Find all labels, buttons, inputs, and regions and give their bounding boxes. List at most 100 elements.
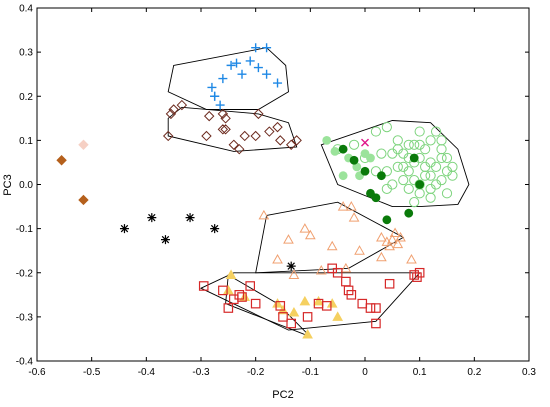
diamond-marker [291, 135, 302, 146]
square-marker [409, 270, 419, 280]
circle-marker [425, 170, 436, 181]
circle-marker [381, 166, 392, 177]
diamond-marker [217, 124, 229, 135]
square-marker [332, 267, 343, 278]
triangle-marker [395, 231, 406, 242]
plus-marker [215, 100, 225, 110]
diamond-marker [239, 130, 250, 142]
circle-marker [430, 161, 442, 172]
diamond-marker [165, 108, 177, 120]
circle-marker [420, 161, 431, 172]
diamond-marker [56, 155, 67, 166]
circle-marker [377, 171, 386, 181]
cluster-hull [255, 201, 405, 274]
circle-marker [403, 166, 414, 177]
asterisk-marker [210, 224, 220, 234]
circle-marker [371, 193, 381, 203]
asterisk-marker [160, 235, 170, 245]
circle-marker [349, 155, 359, 165]
circle-marker [352, 162, 362, 172]
circle-marker [409, 197, 420, 208]
circle-marker [338, 171, 348, 181]
y-tick-label: -0.4 [16, 357, 34, 368]
circle-marker [436, 144, 447, 155]
circle-marker [360, 166, 370, 176]
data-points [56, 43, 458, 339]
circle-marker [404, 208, 414, 218]
circle-marker [409, 139, 420, 150]
triangle-marker [299, 223, 311, 233]
circle-marker [425, 192, 436, 203]
diamond-marker [275, 135, 286, 146]
triangle-marker [304, 229, 316, 240]
plus-marker [237, 69, 247, 79]
y-tick-label: -0.2 [16, 268, 34, 279]
plus-marker [251, 43, 261, 53]
circle-marker [403, 139, 414, 150]
circle-marker [366, 153, 375, 163]
triangle-marker [272, 253, 283, 264]
circle-marker [447, 161, 458, 172]
square-marker [234, 290, 245, 300]
square-marker [237, 292, 247, 302]
square-marker [286, 318, 296, 329]
circle-marker [436, 135, 447, 146]
x-tick-label: 0.2 [467, 367, 481, 378]
y-tick-label: 0.0 [19, 180, 33, 191]
x-tick-label: -0.3 [192, 367, 210, 378]
asterisk-marker [147, 213, 157, 223]
x-tick-label: -0.5 [83, 367, 101, 378]
square-marker [223, 303, 234, 313]
x-axis-label: PC2 [272, 389, 293, 401]
triangle-marker [326, 298, 338, 308]
diamond-marker [272, 121, 283, 133]
circle-marker [376, 148, 387, 159]
square-marker [341, 276, 351, 287]
diamond-marker [201, 130, 212, 142]
square-marker [371, 318, 381, 329]
plus-marker [218, 74, 228, 84]
triangle-marker [332, 311, 344, 321]
circle-marker [338, 144, 348, 154]
square-marker [302, 312, 313, 322]
triangle-marker [389, 227, 401, 238]
circle-marker [414, 179, 425, 190]
square-marker [371, 303, 381, 313]
diamond-marker [253, 108, 264, 120]
square-marker [275, 301, 286, 311]
triangle-marker [326, 240, 338, 251]
triangle-marker [354, 245, 365, 255]
y-axis-label: PC3 [2, 174, 14, 195]
triangle-marker [288, 306, 300, 317]
circle-marker [430, 126, 442, 137]
diamond-marker [220, 124, 231, 135]
x-tick-label: -0.1 [302, 367, 320, 378]
diamond-marker [78, 139, 89, 150]
diamond-marker [264, 126, 275, 137]
cluster-hull [320, 120, 470, 208]
triangle-marker [313, 295, 324, 306]
circle-marker [381, 122, 392, 133]
circle-marker [414, 139, 425, 150]
circle-marker [382, 215, 392, 225]
circle-marker [330, 147, 340, 156]
circle-marker [370, 126, 382, 137]
x-tick-label: -0.4 [138, 367, 156, 378]
triangle-marker [386, 234, 398, 244]
triangle-marker [302, 329, 313, 339]
circle-marker [403, 183, 414, 195]
triangle-marker [225, 269, 237, 279]
circle-marker [398, 148, 409, 159]
cluster-hull [167, 47, 289, 110]
diamond-marker [162, 130, 174, 142]
circle-marker [414, 126, 425, 137]
triangle-marker [376, 251, 387, 262]
triangle-marker [345, 201, 357, 211]
diamond-marker [78, 194, 89, 206]
y-tick-label: 0.2 [19, 92, 33, 103]
square-marker [218, 285, 228, 296]
x-tick-label: -0.2 [247, 367, 265, 378]
triangle-marker [340, 262, 352, 273]
y-tick-label: 0.3 [19, 48, 33, 59]
